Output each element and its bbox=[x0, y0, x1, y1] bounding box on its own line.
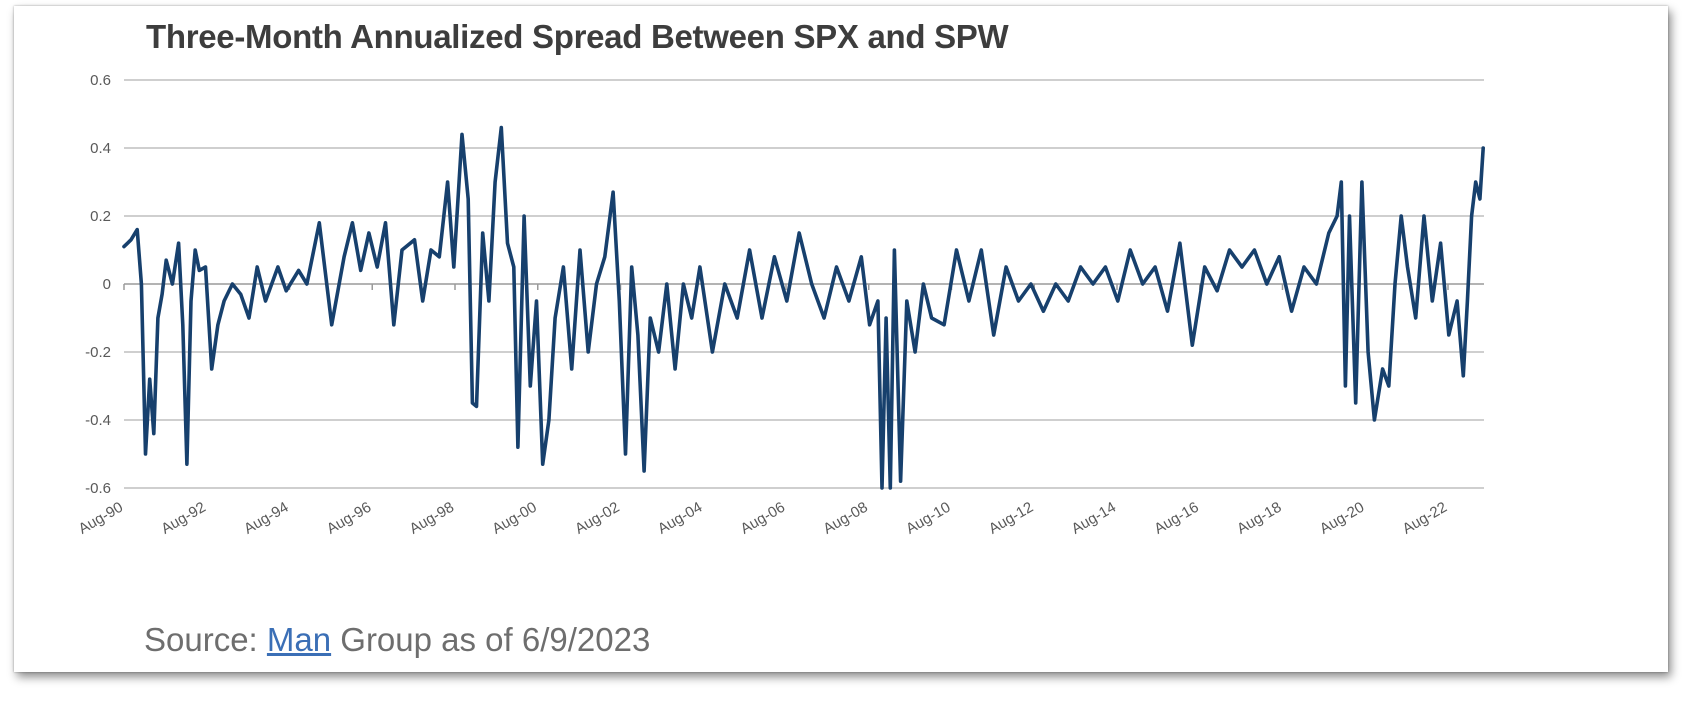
x-tick-label: Aug-08 bbox=[820, 499, 870, 538]
x-tick-label: Aug-92 bbox=[158, 499, 208, 538]
y-tick-label: 0.6 bbox=[90, 72, 111, 89]
x-tick-label: Aug-22 bbox=[1400, 499, 1450, 538]
y-tick-label: -0.4 bbox=[85, 412, 111, 429]
x-tick-label: Aug-16 bbox=[1151, 499, 1201, 538]
x-tick-label: Aug-20 bbox=[1317, 499, 1367, 538]
x-tick-label: Aug-90 bbox=[76, 499, 126, 538]
x-tick-label: Aug-12 bbox=[986, 499, 1036, 538]
y-tick-label: -0.6 bbox=[85, 480, 111, 497]
y-tick-label: 0.4 bbox=[90, 140, 111, 157]
series-line-spread bbox=[122, 125, 1485, 490]
x-tick-label: Aug-04 bbox=[655, 499, 705, 538]
x-tick-label: Aug-02 bbox=[572, 499, 622, 538]
x-tick-label: Aug-06 bbox=[738, 499, 788, 538]
source-suffix: Group as of 6/9/2023 bbox=[331, 621, 651, 658]
x-tick-label: Aug-18 bbox=[1234, 499, 1284, 538]
y-tick-label: 0 bbox=[103, 276, 111, 293]
x-tick-label: Aug-98 bbox=[407, 499, 457, 538]
x-tick-label: Aug-94 bbox=[241, 499, 291, 538]
source-link-man[interactable]: Man bbox=[266, 621, 332, 658]
x-tick-label: Aug-14 bbox=[1069, 499, 1119, 538]
x-tick-label: Aug-96 bbox=[324, 499, 374, 538]
y-tick-label: -0.2 bbox=[85, 344, 111, 361]
y-tick-label: 0.2 bbox=[90, 208, 111, 225]
source-prefix: Source: bbox=[144, 621, 267, 658]
chart-title: Three-Month Annualized Spread Between SP… bbox=[146, 18, 1009, 55]
source-note: Source: Man Group as of 6/9/2023 bbox=[144, 621, 650, 659]
x-tick-label: Aug-00 bbox=[489, 499, 539, 538]
x-tick-label: Aug-10 bbox=[903, 499, 953, 538]
chart-card: Three-Month Annualized Spread Between SP… bbox=[14, 6, 1668, 672]
spread-line-chart: 0.6 0.4 0.2 0 -0.2 -0.4 -0.6 Aug-90 Aug-92 Aug-94… bbox=[76, 72, 1485, 538]
